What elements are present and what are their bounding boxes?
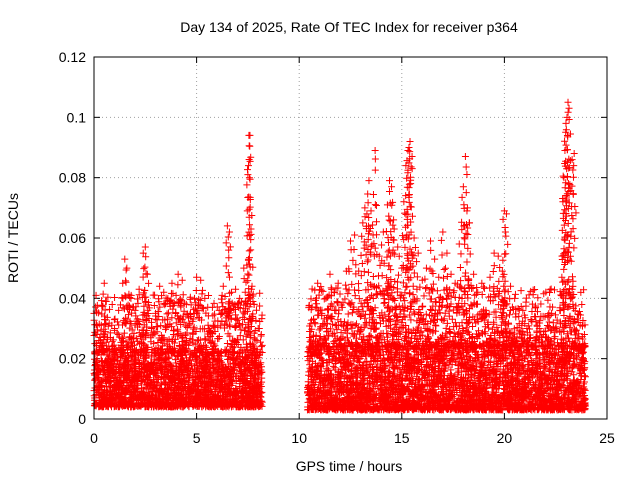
- chart-title: Day 134 of 2025, Rate Of TEC Index for r…: [180, 19, 518, 35]
- data-point: [217, 311, 225, 319]
- x-axis-label: GPS time / hours: [296, 458, 403, 474]
- data-point: [257, 332, 265, 340]
- x-tick-label: 20: [497, 430, 513, 446]
- y-tick-label: 0.04: [59, 290, 86, 306]
- data-point: [218, 299, 226, 307]
- data-point: [131, 356, 139, 364]
- data-point: [256, 302, 264, 310]
- x-tick-label: 10: [291, 430, 307, 446]
- data-point: [149, 291, 157, 299]
- data-point: [125, 311, 133, 319]
- y-tick-label: 0.12: [59, 49, 86, 65]
- data-points: [90, 98, 589, 414]
- data-point: [232, 311, 240, 319]
- data-point: [157, 380, 165, 388]
- y-tick-label: 0.02: [59, 351, 86, 367]
- x-tick-label: 25: [599, 430, 615, 446]
- y-tick-label: 0.1: [67, 109, 87, 125]
- x-tick-label: 0: [90, 430, 98, 446]
- data-point: [224, 352, 232, 360]
- x-tick-label: 5: [193, 430, 201, 446]
- data-point: [111, 293, 119, 301]
- data-point: [211, 310, 219, 318]
- data-point: [173, 353, 181, 361]
- data-point: [204, 321, 212, 329]
- data-point: [258, 341, 266, 349]
- data-point: [163, 310, 171, 318]
- data-point: [210, 299, 218, 307]
- y-tick-label: 0.08: [59, 170, 86, 186]
- data-point: [256, 289, 264, 297]
- x-tick-label: 15: [394, 430, 410, 446]
- data-point: [220, 364, 228, 372]
- y-tick-label: 0.06: [59, 230, 86, 246]
- data-point: [204, 303, 212, 311]
- data-point: [257, 343, 265, 351]
- y-tick-label: 0: [78, 411, 86, 427]
- axis-ticks: 0 0.02 0.04 0.06 0.08 0.1 0.12 0 5 10 15 20 25: [59, 49, 615, 446]
- data-point: [140, 353, 148, 361]
- data-point: [122, 386, 130, 394]
- data-point: [226, 289, 234, 297]
- y-axis-label: ROTI / TECUs: [5, 193, 21, 283]
- data-point: [170, 330, 178, 338]
- data-point: [231, 323, 239, 331]
